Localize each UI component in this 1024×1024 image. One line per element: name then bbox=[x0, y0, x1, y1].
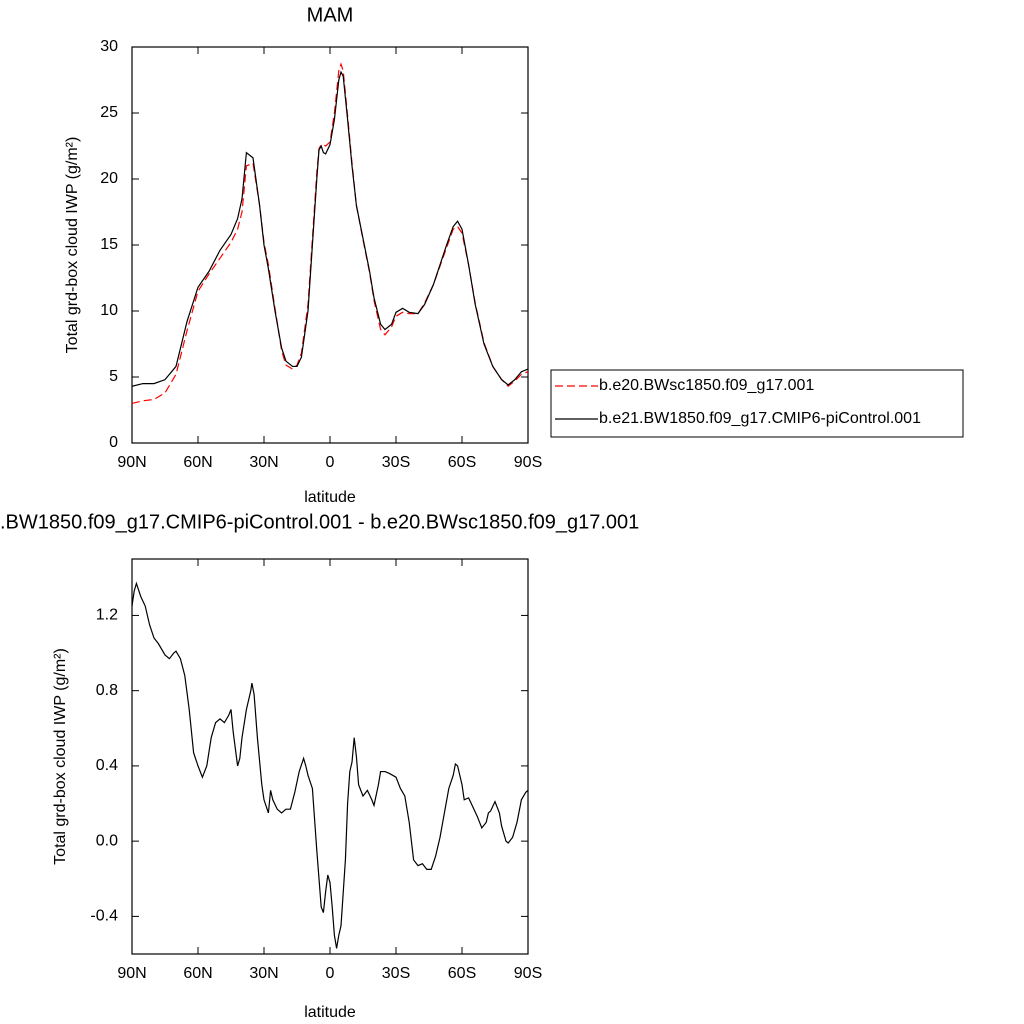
plot-frame bbox=[131, 46, 529, 444]
y-tick-label: 25 bbox=[100, 104, 118, 121]
x-tick-label: 60S bbox=[448, 454, 476, 471]
x-tick-label: 60N bbox=[183, 454, 212, 471]
y-tick-label: 20 bbox=[100, 170, 118, 187]
y-tick-label: -0.4 bbox=[90, 908, 118, 925]
x-tick-label: 90N bbox=[117, 454, 146, 471]
legend-label: b.e20.BWsc1850.f09_g17.001 bbox=[599, 377, 814, 394]
y-tick-label: 30 bbox=[100, 38, 118, 55]
x-tick-label: 0 bbox=[326, 965, 335, 982]
y-tick-label: 10 bbox=[100, 302, 118, 319]
x-tick-label: 0 bbox=[326, 454, 335, 471]
x-tick-label: 30N bbox=[249, 454, 278, 471]
x-tick-label: 90S bbox=[514, 965, 542, 982]
x-axis-label: latitude bbox=[304, 1004, 356, 1021]
y-tick-label: 15 bbox=[100, 236, 118, 253]
y-axis-label: Total grd-box cloud IWP (g/m²) bbox=[64, 137, 81, 354]
x-tick-label: 90N bbox=[117, 965, 146, 982]
data-line bbox=[131, 581, 529, 949]
legend-label: b.e21.BW1850.f09_g17.CMIP6-piControl.001 bbox=[599, 410, 921, 427]
y-tick-label: 0 bbox=[109, 434, 118, 451]
y-tick-label: 0.4 bbox=[96, 757, 118, 774]
data-line bbox=[131, 70, 529, 387]
y-tick-label: 0.8 bbox=[96, 682, 118, 699]
y-tick-label: 1.2 bbox=[96, 607, 118, 624]
x-tick-label: 30N bbox=[249, 965, 278, 982]
y-tick-label: 0.0 bbox=[96, 832, 118, 849]
x-axis-label: latitude bbox=[304, 489, 356, 506]
legend-box bbox=[550, 369, 964, 438]
x-tick-label: 60N bbox=[183, 965, 212, 982]
x-tick-label: 60S bbox=[448, 965, 476, 982]
x-tick-label: 30S bbox=[382, 454, 410, 471]
y-axis-label: Total grd-box cloud IWP (g/m²) bbox=[52, 648, 69, 865]
chart-title: MAM bbox=[307, 4, 354, 26]
chart-title: .BW1850.f09_g17.CMIP6-piControl.001 - b.… bbox=[0, 511, 639, 533]
y-tick-label: 5 bbox=[109, 368, 118, 385]
x-tick-label: 90S bbox=[514, 454, 542, 471]
x-tick-label: 30S bbox=[382, 965, 410, 982]
plot-frame bbox=[131, 558, 529, 955]
data-line bbox=[131, 62, 529, 404]
